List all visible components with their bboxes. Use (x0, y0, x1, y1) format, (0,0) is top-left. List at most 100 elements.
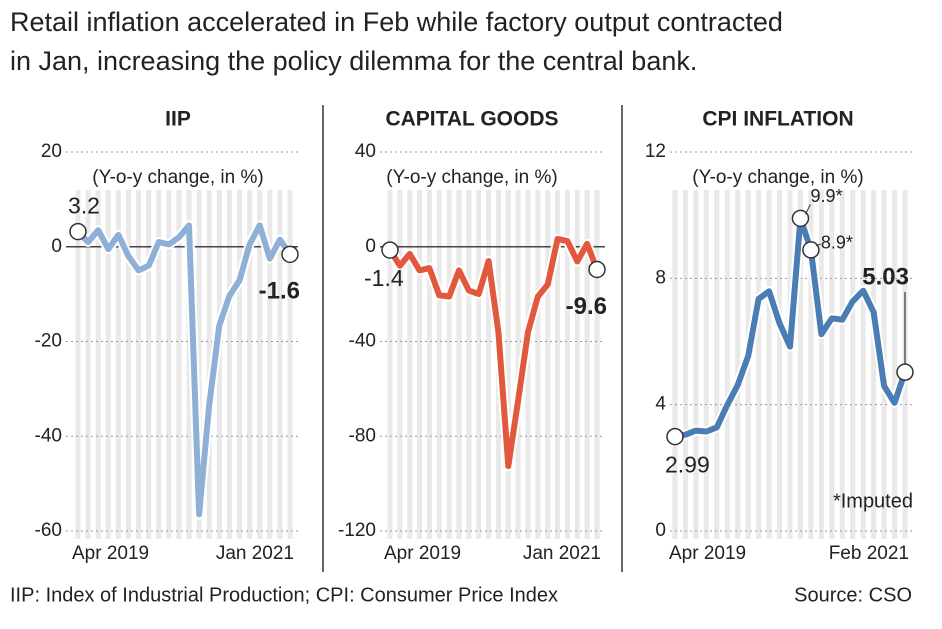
month-stripe (892, 190, 898, 539)
month-stripe (476, 190, 482, 539)
y-tick-label: -20 (35, 331, 62, 352)
month-stripe (777, 190, 783, 539)
month-stripe (797, 190, 803, 539)
month-stripe (515, 190, 521, 539)
month-stripe (105, 190, 111, 539)
y-tick-label: 40 (355, 141, 376, 162)
value-label: 8.9* (821, 233, 853, 253)
panel-title: IIP (165, 108, 191, 131)
value-label: -1.6 (259, 278, 300, 305)
y-tick-label: 0 (51, 236, 62, 257)
month-stripe (226, 190, 232, 539)
month-stripe (75, 190, 81, 539)
y-tick-label: -120 (338, 520, 376, 541)
panel-subtitle: (Y-o-y change, in %) (692, 167, 863, 188)
series-line (387, 235, 600, 470)
month-stripe (95, 190, 101, 539)
month-stripe (860, 190, 866, 539)
label-connector (805, 204, 811, 215)
y-tick-label: 12 (645, 141, 666, 162)
month-stripe (703, 190, 709, 539)
month-stripe (156, 190, 162, 539)
title-line: in Jan, increasing the policy dilemma fo… (10, 46, 697, 76)
value-label: -9.6 (566, 293, 607, 320)
month-stripe (829, 190, 835, 539)
x-tick-label: Apr 2019 (72, 543, 149, 564)
panel-subtitle: (Y-o-y change, in %) (92, 167, 263, 188)
x-tick-label: Feb 2021 (829, 543, 909, 564)
month-stripe (206, 190, 212, 539)
month-stripe (426, 190, 432, 539)
footnote: IIP: Index of Industrial Production; CPI… (10, 584, 558, 606)
y-tick-label: 8 (655, 267, 666, 288)
month-stripe (724, 190, 730, 539)
point-marker (666, 427, 684, 446)
month-stripe (176, 190, 182, 539)
month-stripe (486, 190, 492, 539)
title-line: Retail inflation accelerated in Feb whil… (10, 7, 783, 37)
month-stripe (766, 190, 772, 539)
month-stripe (535, 190, 541, 539)
value-label: -1.4 (364, 265, 404, 291)
month-stripe (436, 190, 442, 539)
point-marker (896, 363, 914, 381)
value-label: 9.9* (810, 186, 842, 206)
point-marker (381, 241, 399, 259)
panel-title: CAPITAL GOODS (385, 108, 558, 131)
month-stripe (787, 190, 793, 539)
month-stripe (466, 190, 472, 539)
month-stripe (417, 190, 423, 539)
month-stripe (257, 190, 263, 539)
x-tick-label: Apr 2019 (384, 543, 461, 564)
label-connector (815, 243, 822, 247)
y-tick-label: -40 (349, 331, 376, 352)
month-stripe (136, 190, 142, 539)
value-label: 2.99 (665, 452, 710, 478)
month-stripe (584, 190, 590, 539)
month-stripe (818, 190, 824, 539)
month-stripe (125, 190, 131, 539)
month-stripe (808, 190, 814, 539)
month-stripe (574, 190, 580, 539)
month-stripe (267, 190, 273, 539)
annotation: *Imputed (833, 490, 913, 512)
series-line (75, 222, 293, 518)
month-stripe (594, 190, 600, 539)
month-stripe (456, 190, 462, 539)
x-tick-label: Jan 2021 (216, 543, 294, 564)
source: Source: CSO (794, 584, 912, 606)
month-stripe (247, 190, 253, 539)
month-stripe (682, 190, 688, 539)
y-tick-label: 0 (365, 236, 376, 257)
y-tick-label: -80 (349, 425, 376, 446)
month-stripe (756, 190, 762, 539)
y-tick-label: 0 (655, 520, 666, 541)
month-stripe (545, 190, 551, 539)
y-tick-label: 4 (655, 394, 666, 415)
y-tick-label: -40 (35, 425, 62, 446)
series-line (674, 215, 908, 440)
month-stripe (735, 190, 741, 539)
month-stripe (871, 190, 877, 539)
y-tick-label: -60 (35, 520, 62, 541)
month-stripe (446, 190, 452, 539)
month-stripe (850, 190, 856, 539)
month-stripe (505, 190, 511, 539)
month-stripe (407, 190, 413, 539)
month-stripe (387, 190, 393, 539)
panel-subtitle: (Y-o-y change, in %) (386, 167, 557, 188)
x-tick-label: Apr 2019 (669, 543, 746, 564)
month-stripe (115, 190, 121, 539)
month-stripe (196, 190, 202, 539)
month-stripe (839, 190, 845, 539)
month-stripe (397, 190, 403, 539)
value-label: 5.03 (862, 263, 909, 290)
y-tick-label: 20 (41, 141, 62, 162)
month-stripe (714, 190, 720, 539)
month-stripe (85, 190, 91, 539)
point-marker (791, 209, 810, 228)
month-stripe (555, 190, 561, 539)
point-marker (69, 222, 87, 241)
month-stripe (277, 190, 283, 539)
